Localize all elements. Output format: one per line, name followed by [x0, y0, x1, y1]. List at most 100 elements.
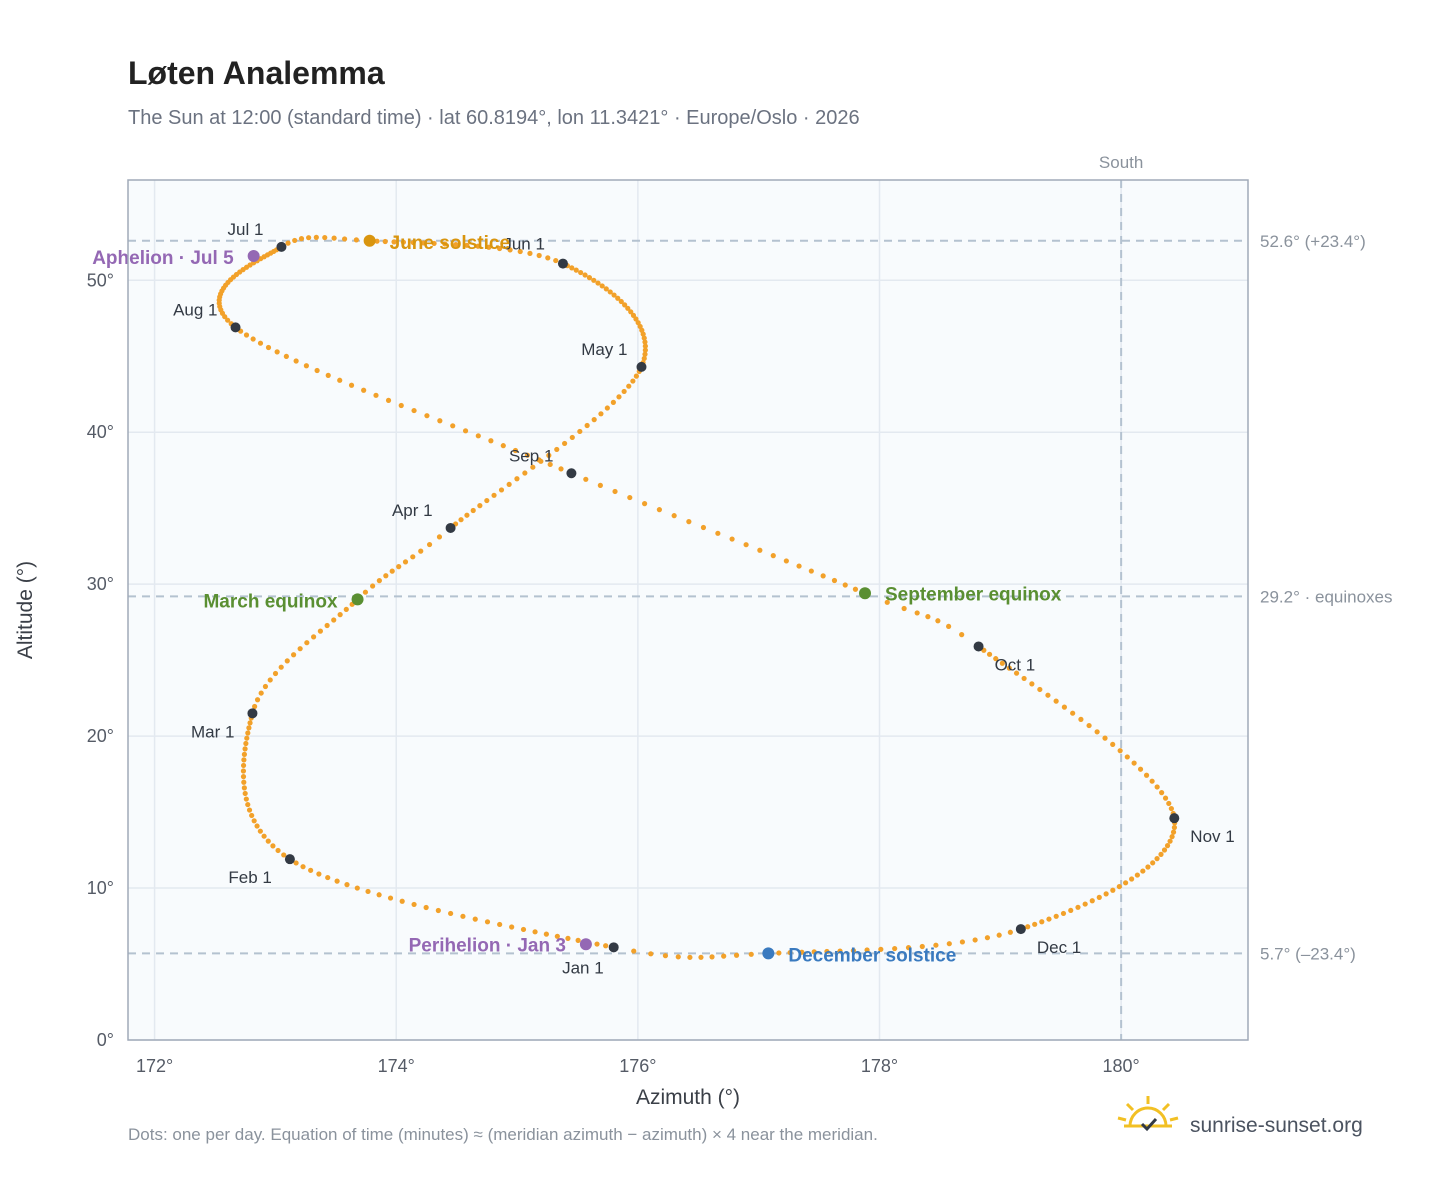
daily-sun-dot [1053, 698, 1059, 704]
daily-sun-dot [1096, 894, 1102, 900]
daily-sun-dot [325, 874, 331, 881]
daily-sun-dot [241, 757, 247, 763]
daily-sun-dot [648, 951, 654, 957]
daily-sun-dot [546, 452, 552, 458]
daily-sun-dot [331, 235, 337, 241]
daily-sun-dot [561, 440, 568, 447]
daily-sun-dot [757, 547, 763, 553]
daily-sun-dot [748, 951, 754, 957]
daily-sun-dot [437, 418, 443, 424]
daily-sun-dot [270, 843, 276, 849]
daily-sun-dot [275, 847, 281, 854]
daily-sun-dot [488, 438, 494, 444]
daily-sun-dot [611, 292, 617, 298]
daily-sun-dot [517, 248, 523, 255]
altitude-reference-label: 52.6° (+23.4°) [1260, 232, 1366, 251]
daily-sun-dot [610, 399, 616, 405]
daily-sun-dot [770, 553, 776, 559]
daily-sun-dot [254, 697, 261, 703]
daily-sun-dot [354, 885, 360, 891]
daily-sun-dot [442, 241, 448, 247]
daily-sun-dot [662, 953, 669, 959]
daily-sun-dot [642, 343, 648, 349]
daily-sun-dot [243, 740, 249, 747]
daily-sun-dot [1110, 887, 1116, 893]
daily-sun-dot [520, 926, 527, 933]
daily-sun-dot [240, 768, 247, 774]
daily-sun-dot [1161, 847, 1168, 853]
plot-area [128, 180, 1248, 1040]
event-label: Perihelion · Jan 3 [409, 935, 566, 956]
daily-sun-dot [905, 945, 912, 951]
daily-sun-dot [1075, 904, 1081, 910]
daily-sun-dot [290, 652, 297, 658]
daily-sun-dot [314, 367, 320, 374]
daily-sun-dot [1171, 824, 1178, 831]
daily-sun-dot [261, 833, 267, 839]
daily-sun-dot [1053, 913, 1059, 919]
daily-sun-dot [594, 941, 600, 947]
month-label: Dec 1 [1037, 938, 1081, 957]
daily-sun-dot [616, 394, 622, 400]
daily-sun-dot [925, 614, 931, 620]
month-label: Jan 1 [562, 958, 604, 977]
daily-sun-dot [582, 272, 588, 278]
daily-sun-dot [246, 725, 252, 731]
daily-sun-dot [1154, 784, 1160, 790]
daily-sun-dot [522, 470, 528, 476]
daily-sun-dot [411, 901, 417, 908]
daily-sun-dot [254, 823, 260, 829]
daily-sun-dot [530, 464, 536, 470]
daily-sun-dot [641, 335, 647, 341]
daily-sun-dot [344, 882, 350, 888]
x-tick-label: 180° [1103, 1056, 1140, 1076]
daily-sun-dot [671, 513, 677, 519]
daily-sun-dot [1070, 710, 1076, 716]
daily-sun-dot [272, 670, 279, 677]
month-marker [284, 854, 295, 865]
x-tick-label: 176° [619, 1056, 656, 1076]
daily-sun-dot [362, 589, 369, 595]
daily-sun-dot [545, 255, 551, 261]
daily-sun-dot [1131, 760, 1137, 766]
daily-sun-dot [743, 542, 749, 548]
daily-sun-dot [475, 243, 481, 249]
month-label: Jun 1 [503, 235, 545, 254]
daily-sun-dot [1110, 741, 1116, 748]
daily-sun-dot [811, 949, 817, 955]
daily-sun-dot [524, 452, 530, 458]
daily-sun-dot [278, 664, 284, 670]
daily-sun-dot [1166, 800, 1172, 807]
daily-sun-dot [293, 358, 299, 364]
daily-sun-dot [628, 309, 634, 315]
daily-sun-dot [837, 948, 843, 954]
altitude-reference-label: 29.2° · equinoxes [1260, 587, 1393, 606]
daily-sun-dot [304, 640, 310, 646]
month-marker [1169, 813, 1180, 824]
daily-sun-dot [642, 351, 648, 357]
daily-sun-dot [553, 257, 559, 264]
plot-frame [127, 179, 1249, 1041]
daily-sun-dot [243, 796, 249, 802]
daily-sun-dot [799, 949, 805, 955]
daily-sun-dot [249, 812, 255, 819]
daily-sun-dot [399, 898, 405, 904]
daily-sun-dot [402, 559, 409, 565]
event-label: June solstice [390, 233, 510, 254]
daily-sun-dot [1039, 919, 1045, 925]
month-markers: Jan 1 Feb 1 Mar 1 Apr 1 May 1 Jun 1 Jul 1 Aug 1… [173, 220, 1235, 977]
daily-sun-dot [820, 573, 826, 579]
month-marker [636, 361, 647, 372]
month-marker [276, 241, 287, 252]
chart-subtitle: The Sun at 12:00 (standard time) · lat 6… [128, 107, 860, 129]
daily-sun-dot [1162, 795, 1169, 801]
daily-sun-dot [1045, 692, 1051, 698]
daily-sun-dot [946, 623, 952, 630]
daily-sun-dot [959, 939, 966, 945]
daily-sun-dot [584, 422, 590, 429]
daily-sun-dot [240, 774, 247, 780]
daily-sun-dot [721, 953, 727, 959]
daily-sun-dot [258, 690, 264, 696]
daily-sun-dot [1007, 929, 1013, 935]
daily-sun-dot [262, 683, 269, 690]
